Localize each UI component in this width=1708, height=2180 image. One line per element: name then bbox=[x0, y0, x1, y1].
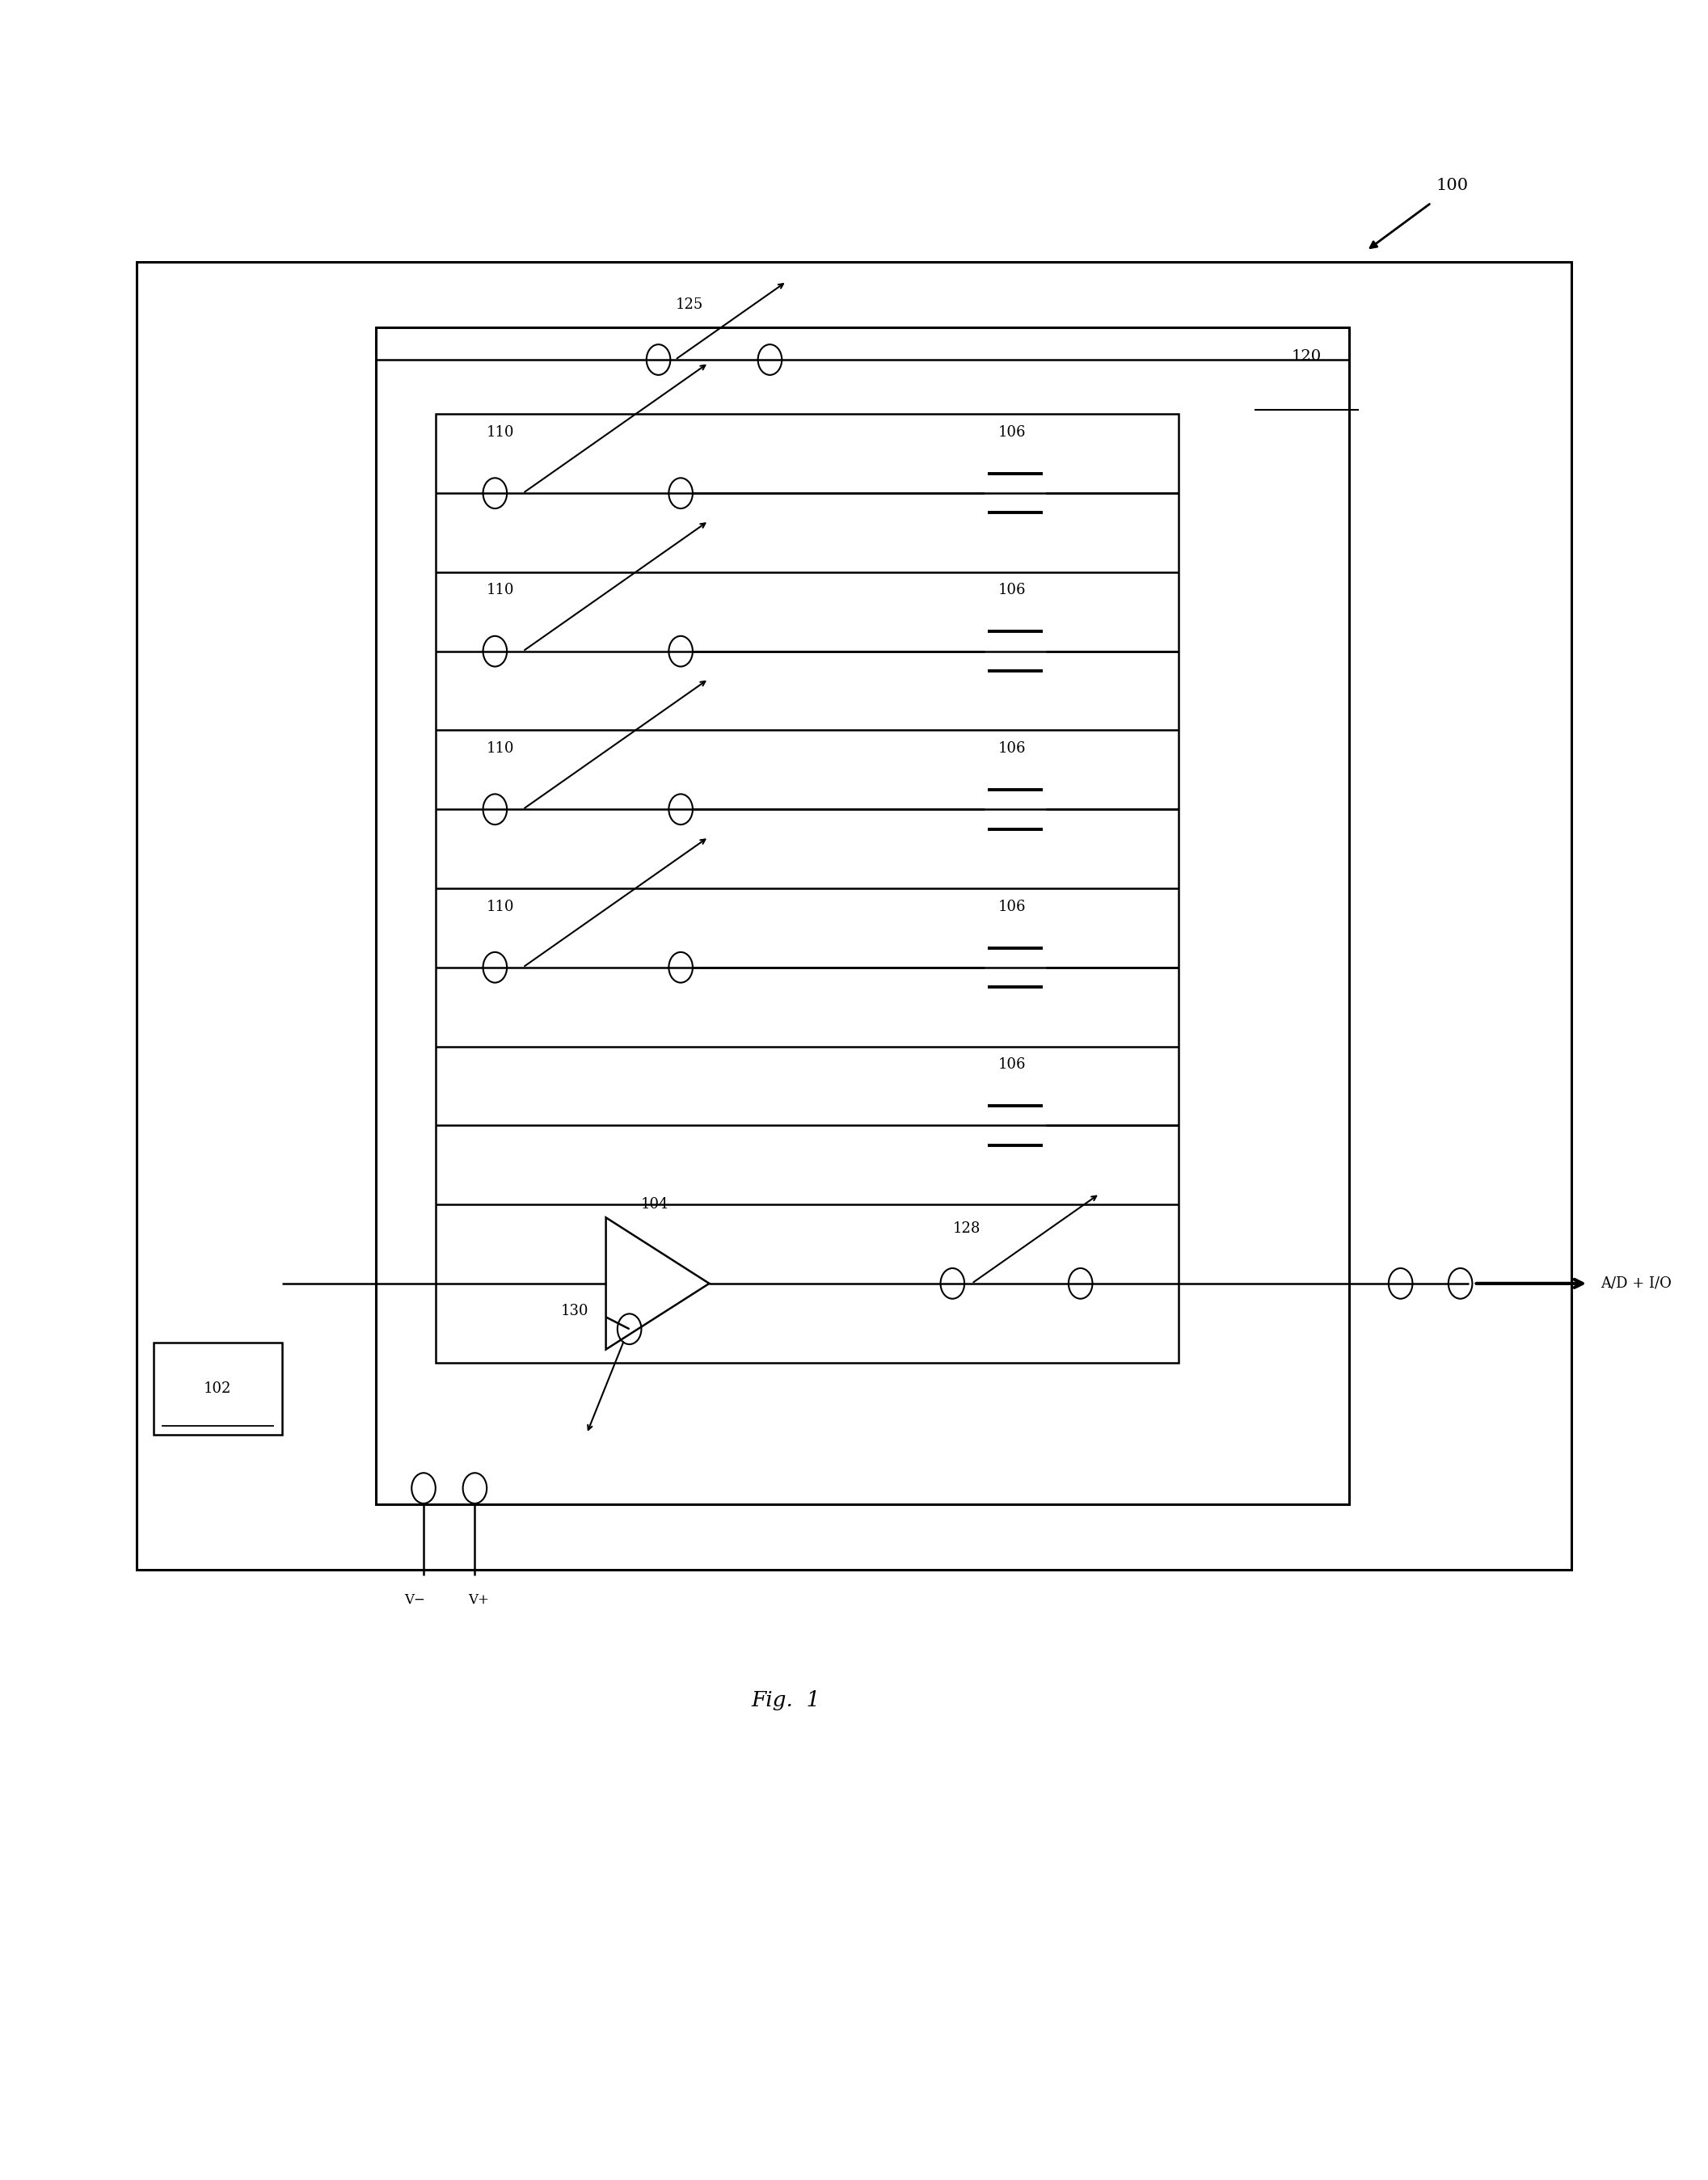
Text: Fig.  1: Fig. 1 bbox=[752, 1690, 820, 1711]
Text: 104: 104 bbox=[640, 1197, 668, 1212]
Text: V+: V+ bbox=[468, 1594, 488, 1607]
Text: 110: 110 bbox=[487, 741, 514, 756]
Text: 106: 106 bbox=[997, 1057, 1027, 1073]
Text: 125: 125 bbox=[676, 296, 704, 312]
Text: A/D + I/O: A/D + I/O bbox=[1600, 1275, 1672, 1291]
Text: 130: 130 bbox=[560, 1304, 589, 1319]
Text: 100: 100 bbox=[1436, 177, 1467, 194]
Text: 106: 106 bbox=[997, 425, 1027, 440]
Text: 106: 106 bbox=[997, 741, 1027, 756]
Text: 120: 120 bbox=[1291, 349, 1322, 364]
Bar bbox=[376, 327, 1349, 1504]
Text: 106: 106 bbox=[997, 900, 1027, 913]
Text: 106: 106 bbox=[997, 584, 1027, 597]
Text: 110: 110 bbox=[487, 900, 514, 913]
Text: V−: V− bbox=[405, 1594, 425, 1607]
Text: 128: 128 bbox=[953, 1221, 980, 1236]
Bar bbox=[137, 262, 1571, 1570]
Text: 102: 102 bbox=[203, 1382, 232, 1395]
Text: 110: 110 bbox=[487, 584, 514, 597]
Bar bbox=[154, 1343, 282, 1434]
Text: 110: 110 bbox=[487, 425, 514, 440]
Bar bbox=[436, 414, 1179, 1362]
